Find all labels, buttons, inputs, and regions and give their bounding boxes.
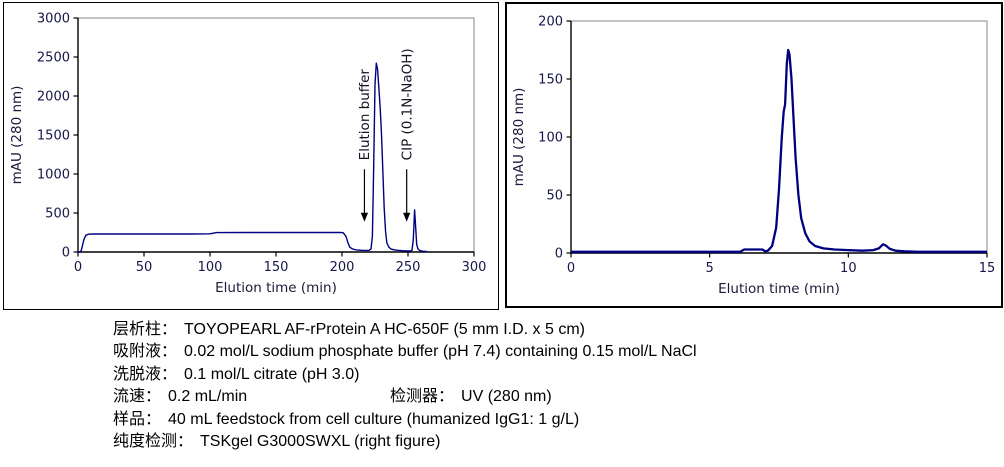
purity-check-chromatogram-panel: 0 50 100 150 200 0 5 10 15 Elution time (min) mAU … [505, 2, 1003, 308]
caption-line-elution-buffer: 洗脱液： 0.1 mol/L citrate (pH 3.0) [113, 364, 1004, 386]
svg-text:100: 100 [538, 131, 563, 146]
svg-text:3000: 3000 [37, 12, 70, 27]
svg-text:0: 0 [555, 247, 563, 262]
svg-text:15: 15 [979, 261, 996, 276]
caption-line-adsorption-buffer: 吸附液： 0.02 mol/L sodium phosphate buffer (… [113, 341, 1004, 363]
caption-value-elution-buffer: 0.1 mol/L citrate (pH 3.0) [184, 365, 360, 383]
svg-text:Elution time (min): Elution time (min) [718, 281, 840, 297]
svg-text:100: 100 [198, 260, 223, 275]
svg-text:0: 0 [567, 261, 575, 276]
caption-value-sample: 40 mL feedstock from cell culture (human… [168, 410, 580, 428]
svg-text:0: 0 [62, 246, 70, 261]
svg-text:150: 150 [538, 73, 563, 88]
svg-text:CIP (0.1N-NaOH): CIP (0.1N-NaOH) [399, 48, 415, 160]
affinity-chromatogram-panel: 0 500 1000 1500 2000 2500 3000 0 50 100 150 200 250 3… [3, 2, 499, 310]
svg-text:Elution buffer: Elution buffer [357, 69, 373, 161]
caption-value-adsorption-buffer: 0.02 mol/L sodium phosphate buffer (pH 7… [184, 343, 697, 361]
purity-check-chromatogram-chart: 0 50 100 150 200 0 5 10 15 Elution time (min) mAU … [511, 15, 996, 298]
caption-label-elution-buffer: 洗脱液： [113, 365, 178, 383]
svg-text:5: 5 [706, 261, 714, 276]
svg-text:2500: 2500 [37, 51, 70, 66]
conditions-caption: 层析柱： TOYOPEARL AF-rProtein A HC-650F (5 m… [113, 319, 1004, 453]
caption-value-detector: UV (280 nm) [461, 388, 552, 406]
svg-text:200: 200 [538, 15, 563, 30]
caption-label-adsorption-buffer: 吸附液： [113, 343, 178, 361]
svg-text:1500: 1500 [37, 129, 70, 144]
svg-text:0: 0 [74, 260, 82, 275]
caption-value-column: TOYOPEARL AF-rProtein A HC-650F (5 mm I.… [184, 321, 585, 338]
caption-line-sample: 样品： 40 mL feedstock from cell culture (hu… [113, 409, 1004, 431]
caption-label-column: 层析柱： [113, 321, 178, 338]
caption-value-flow-rate: 0.2 mL/min [168, 388, 248, 406]
svg-text:150: 150 [264, 260, 289, 275]
svg-text:2000: 2000 [37, 90, 70, 105]
caption-label-sample: 样品： [113, 410, 162, 428]
svg-text:1000: 1000 [37, 168, 70, 183]
svg-text:50: 50 [136, 260, 153, 275]
caption-line-flow-rate-detector: 流速： 0.2 mL/min 检测器： UV (280 nm) [113, 386, 1004, 408]
caption-label-purity-check: 纯度检测： [113, 433, 194, 451]
caption-value-purity-check: TSKgel G3000SWXL (right figure) [200, 433, 441, 451]
svg-text:50: 50 [546, 189, 563, 204]
svg-text:10: 10 [840, 261, 857, 276]
svg-text:mAU (280 nm): mAU (280 nm) [511, 88, 527, 187]
svg-text:300: 300 [462, 260, 487, 275]
svg-text:mAU (280 nm): mAU (280 nm) [9, 86, 25, 185]
svg-text:250: 250 [396, 260, 421, 275]
svg-text:Elution time (min): Elution time (min) [215, 280, 337, 296]
caption-line-purity-check: 纯度检测： TSKgel G3000SWXL (right figure) [113, 431, 1004, 453]
caption-flow-rate-group: 流速： 0.2 mL/min [113, 386, 390, 408]
svg-text:500: 500 [45, 207, 70, 222]
chromatogram-figures: 0 500 1000 1500 2000 2500 3000 0 50 100 150 200 250 3… [3, 2, 1003, 310]
caption-label-flow-rate: 流速： [113, 388, 162, 406]
affinity-chromatogram-chart: 0 500 1000 1500 2000 2500 3000 0 50 100 150 200 250 3… [9, 12, 487, 297]
caption-label-detector: 检测器： [390, 388, 455, 406]
caption-line-column: 层析柱： TOYOPEARL AF-rProtein A HC-650F (5 m… [113, 319, 1004, 341]
svg-text:200: 200 [330, 260, 355, 275]
